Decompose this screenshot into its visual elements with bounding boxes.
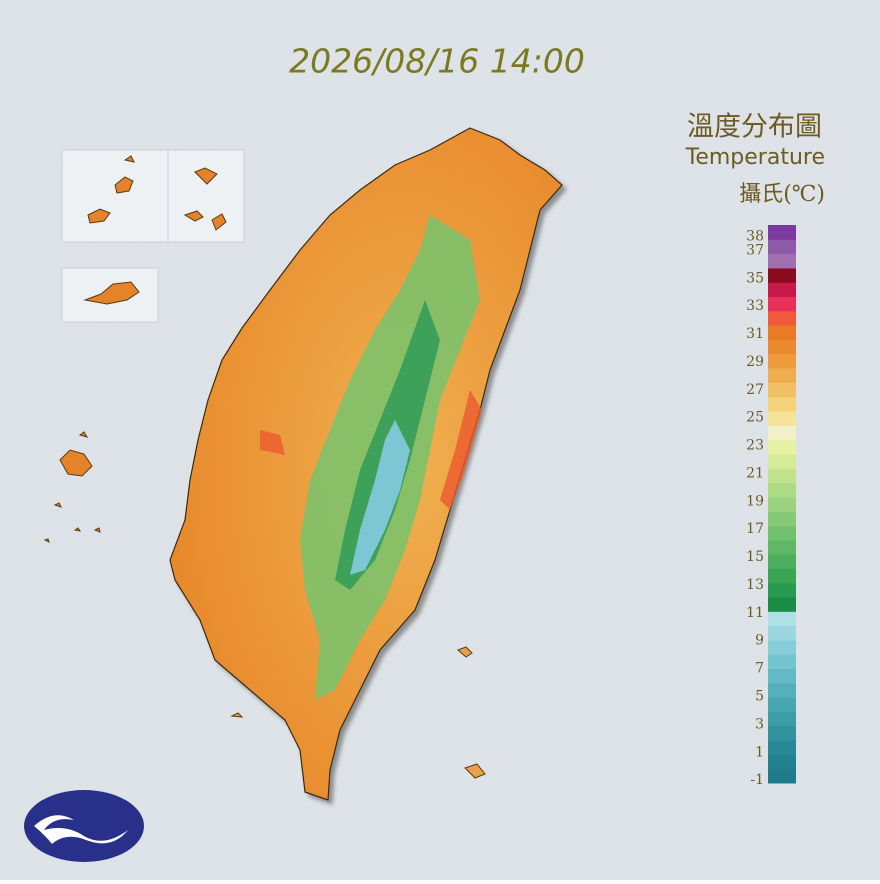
legend-unit: 攝氏(℃) — [739, 182, 825, 207]
color-band — [768, 239, 796, 255]
legend-tick-label: 21 — [746, 465, 764, 481]
legend-tick-label: 37 — [746, 242, 764, 258]
color-band — [768, 282, 796, 298]
color-band — [768, 639, 796, 655]
legend-tick-label: 15 — [746, 549, 764, 565]
color-band — [768, 711, 796, 727]
legend-tick-label: 29 — [746, 354, 764, 370]
color-band — [768, 697, 796, 712]
legend-tick-label: 19 — [746, 493, 764, 509]
legend-tick-label: 11 — [746, 605, 764, 621]
color-band — [768, 396, 796, 412]
color-band — [768, 453, 796, 469]
color-band — [768, 439, 796, 455]
color-band — [768, 267, 796, 283]
logo-ellipse — [24, 790, 144, 862]
penghu-islands — [43, 431, 101, 543]
legend-tick-label: 27 — [746, 382, 764, 398]
small-islands — [230, 646, 486, 779]
color-band — [768, 682, 796, 698]
color-band — [768, 597, 796, 612]
color-band — [768, 425, 796, 441]
legend-tick-label: 25 — [746, 410, 764, 426]
legend-tick-label: 38 — [746, 228, 764, 244]
legend-tick-label: 1 — [755, 744, 764, 760]
timestamp: 2026/08/16 14:00 — [289, 42, 585, 81]
legend-subtitle: Temperature — [685, 145, 825, 170]
color-band — [768, 225, 796, 240]
color-band — [768, 339, 796, 355]
color-band — [768, 668, 796, 684]
logo-swirl — [34, 815, 128, 844]
color-band — [768, 368, 796, 383]
island-shape — [83, 155, 227, 305]
legend-tick-label: 35 — [746, 270, 764, 286]
color-bar — [768, 225, 796, 784]
color-band — [768, 382, 796, 398]
color-band — [768, 740, 796, 755]
inset-box — [61, 149, 245, 243]
color-band — [768, 325, 796, 340]
legend-tick-label: -1 — [750, 772, 764, 788]
color-band — [768, 725, 796, 741]
legend-tick-label: 5 — [755, 688, 764, 704]
peak-zone — [350, 420, 410, 575]
color-band — [768, 754, 796, 770]
legend-title: 溫度分布圖 — [687, 112, 822, 143]
color-band — [768, 310, 796, 326]
color-band — [768, 654, 796, 670]
color-band — [768, 253, 796, 269]
color-band — [768, 496, 796, 512]
color-band — [768, 539, 796, 555]
logo — [24, 790, 144, 862]
color-band — [768, 468, 796, 484]
legend-tick-label: 13 — [746, 577, 764, 593]
color-band — [768, 611, 796, 627]
legend-tick-label: 31 — [746, 326, 764, 342]
color-band — [768, 554, 796, 569]
color-band — [768, 625, 796, 641]
legend-tick-label: 3 — [755, 716, 764, 732]
legend: 溫度分布圖 Temperature 攝氏(℃) 3837353331292725… — [685, 112, 825, 789]
legend-tick-label: 7 — [755, 661, 764, 677]
color-band — [768, 582, 796, 598]
legend-tick-label: 9 — [755, 633, 764, 649]
legend-tick-label: 17 — [746, 521, 764, 537]
color-band — [768, 296, 796, 312]
color-band — [768, 568, 796, 584]
legend-tick-label: 23 — [746, 438, 764, 454]
color-band — [768, 511, 796, 526]
color-band — [768, 525, 796, 541]
legend-tick-label: 33 — [746, 298, 764, 314]
color-band — [768, 768, 796, 784]
inset-islands — [43, 149, 486, 779]
color-band — [768, 411, 796, 426]
color-band — [768, 353, 796, 369]
color-band — [768, 482, 796, 498]
